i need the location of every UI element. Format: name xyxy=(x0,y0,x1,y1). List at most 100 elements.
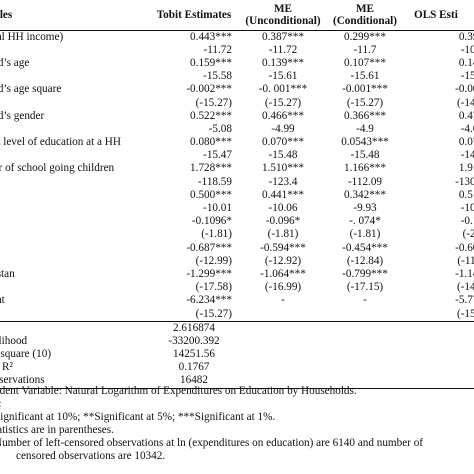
table-row: ead’s age square -0.002*** -0. 001*** -0.00… xyxy=(0,83,474,96)
row-ols-value: -130.6 xyxy=(455,175,474,188)
row-ols-value: 1.916 xyxy=(458,162,474,175)
row-variable-name: histan xyxy=(0,267,15,280)
empty-cell xyxy=(324,335,406,348)
row-ols-value: (-14.9 xyxy=(456,281,474,294)
note-label: s: xyxy=(0,398,474,411)
row-ols-value: -10.3 xyxy=(460,202,474,215)
note-dependent-variable: ndent Variable: Natural Logarithm of Exp… xyxy=(0,385,357,397)
row-me-unconditional-value: (-16.99) xyxy=(264,281,302,294)
row-tobit-value: 1.728*** xyxy=(190,162,232,175)
row-ols-value: 0.475 xyxy=(458,109,474,122)
row-me-conditional-value: 1.166*** xyxy=(344,162,386,175)
row-me-conditional-value: -0.799*** xyxy=(342,267,388,280)
table-row: (-17.58) (-16.99) (-17.15) (-14.9 xyxy=(0,281,474,294)
note-t-statistics: tatistics are in parentheses. xyxy=(0,424,114,436)
header-variables: ables xyxy=(0,0,146,31)
stat-name: a xyxy=(0,320,146,335)
row-variable-name: ber of school going children xyxy=(0,162,115,175)
table-row: (-15.27) (-15.27) (-15.27) (-14.8 xyxy=(0,96,474,109)
row-ols-value: -0.12 xyxy=(460,215,474,228)
note-censored-line-2: censored observations are 10342. xyxy=(16,450,166,462)
row-me-conditional-value: -15.61 xyxy=(350,70,380,83)
row-ols-value: (-2.0 xyxy=(462,228,474,241)
header-me-label: ME xyxy=(355,2,375,15)
row-me-unconditional-value: 0.139*** xyxy=(262,56,304,69)
empty-cell xyxy=(406,348,474,361)
row-me-unconditional-value: -0.096* xyxy=(265,215,301,228)
row-tobit-value: -5.08 xyxy=(208,122,232,135)
empty-cell xyxy=(324,320,406,335)
row-me-unconditional-value: (-15.27) xyxy=(264,96,302,109)
header-me-conditional: ME (Conditional) xyxy=(324,0,406,31)
row-tobit-value: 0.159*** xyxy=(190,56,232,69)
row-me-unconditional-value: -11.72 xyxy=(268,43,298,56)
header-unconditional-label: (Unconditional) xyxy=(245,14,321,27)
empty-cell xyxy=(324,361,406,374)
row-me-conditional-value xyxy=(324,307,406,322)
row-me-unconditional-value: - xyxy=(281,294,285,307)
table-row: (-1.81) (-1.81) (-1.81) (-2.0 xyxy=(0,228,474,241)
row-tobit-value: -0.1096* xyxy=(191,215,232,228)
stat-name: do R² xyxy=(0,361,13,374)
row-variable-name: ead’s age square xyxy=(0,83,62,96)
row-me-unconditional-value xyxy=(242,307,324,322)
row-me-unconditional-value: 0.070*** xyxy=(262,136,304,149)
empty-cell xyxy=(406,361,474,374)
note-censored-line-1: Number of left-censored observations at … xyxy=(0,437,424,449)
row-me-conditional-value: -9.93 xyxy=(353,202,377,215)
table-row: ber of school going children 1.728*** 1.51… xyxy=(0,162,474,175)
row-variable-name xyxy=(0,149,146,162)
row-tobit-value: 0.443*** xyxy=(190,30,232,43)
table-row: otal HH income) 0.443*** 0.387*** 0.299*** 0… xyxy=(0,30,474,44)
row-ols-value: -1.148 xyxy=(455,267,474,280)
row-variable-name: n xyxy=(0,242,146,255)
row-me-unconditional-value: (-1.81) xyxy=(267,228,299,241)
table-row: -11.72 -11.72 -11.7 -10.9 xyxy=(0,44,474,57)
row-tobit-value: (-15.27) xyxy=(146,307,242,322)
row-variable-name: est level of education at a HH xyxy=(0,136,121,149)
row-me-unconditional-value: -4.99 xyxy=(271,122,295,135)
row-variable-name xyxy=(0,281,146,294)
row-me-conditional-value: 0.299*** xyxy=(344,30,386,43)
row-variable-name xyxy=(0,307,146,322)
row-tobit-value: 0.500*** xyxy=(190,188,232,201)
row-tobit-value: -118.59 xyxy=(197,175,232,188)
row-me-unconditional-value: 0.441*** xyxy=(262,188,304,201)
row-me-conditional-value: 0.342*** xyxy=(344,188,386,201)
stat-value: 2.616874 xyxy=(146,320,242,335)
table-row: est level of education at a HH 0.080*** 0.… xyxy=(0,136,474,149)
row-ols-value: -14.3 xyxy=(460,149,474,162)
row-me-conditional-value: -15.48 xyxy=(350,149,380,162)
row-me-conditional-value: (-12.84) xyxy=(346,254,384,267)
row-me-unconditional-value: -10.06 xyxy=(268,202,298,215)
row-me-unconditional-value: 0.466*** xyxy=(262,109,304,122)
stats-row: do R² 0.1767 xyxy=(0,361,474,374)
row-me-unconditional-value: -0.594*** xyxy=(260,241,306,254)
row-me-conditional-value: (-15.27) xyxy=(346,96,384,109)
stat-name: hi-square (10) xyxy=(0,348,52,361)
header-tobit: Tobit Estimates xyxy=(146,0,242,31)
table-row: (-12.99) (-12.92) (-12.84) (-11.5 xyxy=(0,255,474,268)
row-ols-value: (-14.8 xyxy=(456,96,474,109)
table-row: -0.1096* -0.096* -. 074* -0.12 xyxy=(0,215,474,228)
row-me-unconditional-value: -123.4 xyxy=(268,175,298,188)
row-variable-name: ead’s age xyxy=(0,56,30,69)
row-ols-value: -5.771 xyxy=(455,294,474,307)
row-ols-value: -10.9 xyxy=(460,43,474,56)
regression-table: ables Tobit Estimates ME (Unconditional)… xyxy=(0,0,474,389)
empty-cell xyxy=(242,320,324,335)
row-tobit-value: -1.299*** xyxy=(186,267,232,280)
header-conditional-label: (Conditional) xyxy=(332,14,398,27)
row-variable-name xyxy=(0,96,146,109)
row-me-conditional-value: -4.9 xyxy=(356,122,374,135)
row-variable-name xyxy=(0,255,146,268)
row-tobit-value: (-17.58) xyxy=(195,281,232,294)
row-variable-name xyxy=(0,70,146,83)
row-variable-name xyxy=(0,215,146,228)
row-variable-name: tant xyxy=(0,294,5,307)
row-tobit-value: -11.72 xyxy=(203,43,232,56)
row-variable-name xyxy=(0,123,146,136)
stat-value: 0.1767 xyxy=(178,361,210,374)
row-ols-value: 0.515 xyxy=(458,188,474,201)
